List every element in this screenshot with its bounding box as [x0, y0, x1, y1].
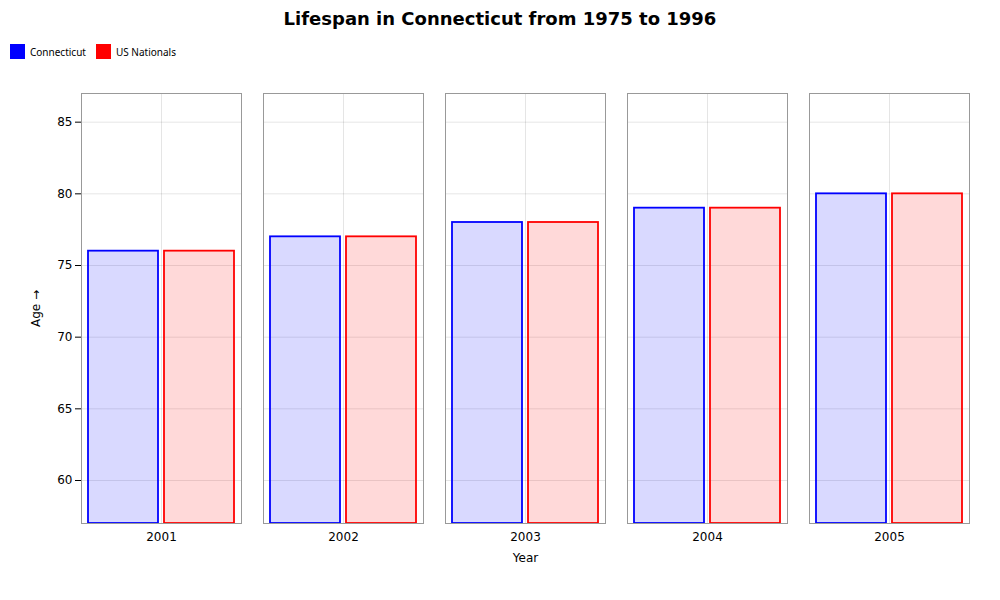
- svg-text:2002: 2002: [328, 530, 359, 544]
- svg-text:65: 65: [57, 402, 72, 416]
- svg-text:75: 75: [57, 258, 72, 272]
- html-text:Lifespan in Connecticut from 1: Lifespan in Connecticut from 1975 to 199…: [283, 8, 717, 29]
- svg-text:Age →: Age →: [29, 290, 43, 327]
- svg-text:Year: Year: [512, 551, 538, 565]
- svg-text:85: 85: [57, 115, 72, 129]
- svg-text:2001: 2001: [146, 530, 177, 544]
- svg-text:2003: 2003: [510, 530, 541, 544]
- svg-text:70: 70: [57, 330, 72, 344]
- html-text:Connecticut: Connecticut: [30, 44, 86, 59]
- svg-text:60: 60: [57, 473, 72, 487]
- html-text:US Nationals: US Nationals: [116, 44, 176, 59]
- svg-text:80: 80: [57, 187, 72, 201]
- svg-text:2004: 2004: [692, 530, 723, 544]
- svg-text:2005: 2005: [874, 530, 905, 544]
